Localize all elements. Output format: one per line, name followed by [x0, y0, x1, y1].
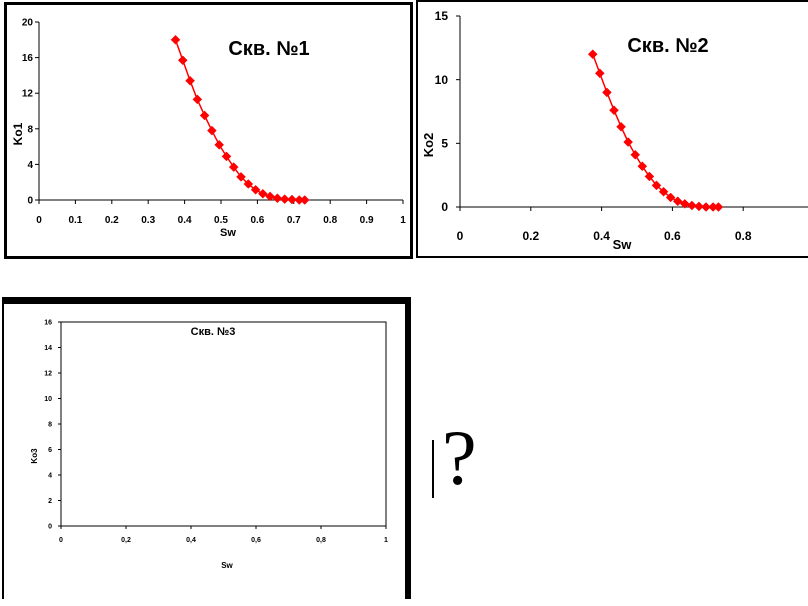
data-point: [687, 200, 697, 211]
data-point: [236, 172, 246, 182]
x-tick-label: 0.2: [105, 215, 119, 226]
x-tick-label: 0,2: [121, 537, 131, 544]
data-point: [287, 194, 297, 205]
y-axis-label: Ko3: [30, 448, 39, 464]
x-tick-label: 0.3: [141, 215, 155, 226]
x-tick-label: 0.8: [323, 215, 337, 226]
x-axis-label: Sw: [613, 237, 633, 252]
x-tick-label: 0.6: [250, 215, 264, 226]
chart-panel-1: 0 0.1 0.2 0.3 0.4 0.5 0.6 0.7 0.8 0.9 1 0 4 8 12 16 20 Ск…: [4, 2, 413, 259]
data-point: [265, 191, 275, 202]
x-tick-label: 0: [36, 215, 42, 226]
y-tick-label: 14: [44, 345, 52, 352]
y-tick-label: 12: [44, 370, 52, 377]
y-tick-label: 10: [44, 396, 52, 403]
y-tick-label: 5: [441, 137, 448, 151]
data-point: [701, 202, 711, 212]
chart-title: Скв. №2: [627, 35, 708, 57]
y-tick-label: 8: [27, 124, 33, 135]
y-tick-label: 0: [441, 200, 448, 214]
x-tick-label: 1: [400, 215, 406, 226]
data-point: [192, 94, 203, 105]
data-point: [587, 49, 598, 60]
data-point: [185, 75, 195, 86]
question-mark-bar: [432, 440, 434, 498]
data-point: [609, 105, 619, 116]
y-axis-label: Ko2: [421, 133, 436, 158]
x-tick-label: 0.8: [735, 229, 752, 243]
x-tick-label: 0.9: [360, 215, 374, 226]
y-tick-label: 2: [48, 498, 52, 505]
data-point: [679, 198, 690, 209]
y-tick-label: 10: [435, 73, 449, 87]
data-point: [637, 161, 648, 172]
data-point: [658, 186, 669, 197]
x-tick-label: 0.2: [522, 229, 539, 243]
y-tick-label: 15: [435, 9, 449, 23]
y-tick-label: 8: [48, 421, 52, 428]
y-tick-label: 0: [27, 196, 33, 207]
x-tick-label: 1: [384, 537, 388, 544]
x-tick-label: 0: [457, 229, 464, 243]
plot-area-border: [60, 321, 387, 527]
data-point: [221, 151, 232, 162]
data-point: [594, 68, 605, 79]
x-tick-label: 0.5: [214, 215, 228, 226]
data-point: [651, 180, 662, 191]
y-tick-label: 20: [22, 18, 34, 29]
data-point: [279, 194, 290, 204]
x-axis-label: Sw: [221, 561, 233, 570]
data-point: [630, 149, 641, 160]
data-point: [602, 87, 612, 98]
y-tick-label: 4: [48, 472, 52, 479]
data-point: [644, 171, 655, 182]
x-tick-label: 0.7: [287, 215, 301, 226]
y-axis-label: Ko1: [11, 122, 25, 145]
chart-title: Скв. №3: [191, 326, 236, 338]
y-tick-label: 0: [48, 523, 52, 530]
data-point: [672, 196, 683, 207]
x-tick-label: 0.1: [68, 215, 82, 226]
question-mark-annotation: ?: [432, 418, 492, 498]
chart-1-svg: 0 0.1 0.2 0.3 0.4 0.5 0.6 0.7 0.8 0.9 1 0 4 8 12 16 20 Ск…: [11, 18, 406, 240]
data-point: [272, 193, 283, 204]
x-tick-label: 0.4: [178, 215, 192, 226]
y-tick-label: 4: [27, 160, 33, 171]
x-tick-label: 0.4: [593, 229, 610, 243]
data-point: [177, 55, 188, 66]
question-mark-text: ?: [442, 414, 477, 501]
y-tick-label: 16: [22, 53, 34, 64]
x-tick-label: 0,8: [316, 537, 326, 544]
chart-title: Скв. №1: [228, 38, 309, 60]
y-tick-label: 6: [48, 447, 52, 454]
data-point: [243, 179, 254, 189]
data-point: [258, 188, 268, 199]
x-tick-label: 0,4: [186, 537, 196, 544]
chart-panel-3: 0 0,2 0,4 0,6 0,8 1 0 2 4 6 8 10 12 14 16 Скв. №3 Sw Ko3: [2, 297, 411, 599]
data-point: [713, 202, 724, 212]
data-point: [207, 125, 217, 136]
x-tick-label: 0: [59, 537, 63, 544]
x-tick-label: 0.6: [664, 229, 681, 243]
data-point: [299, 195, 310, 205]
data-point: [665, 192, 676, 203]
y-tick-label: 16: [44, 319, 52, 326]
y-tick-label: 12: [22, 89, 34, 100]
x-tick-label: 0,6: [251, 537, 261, 544]
x-axis-label: Sw: [220, 227, 236, 239]
data-point: [623, 137, 634, 147]
data-point: [228, 162, 239, 172]
data-point: [616, 121, 626, 132]
data-point: [199, 110, 210, 121]
data-point: [250, 184, 261, 195]
data-point: [694, 201, 704, 212]
data-point: [214, 139, 225, 150]
data-point: [170, 34, 181, 45]
